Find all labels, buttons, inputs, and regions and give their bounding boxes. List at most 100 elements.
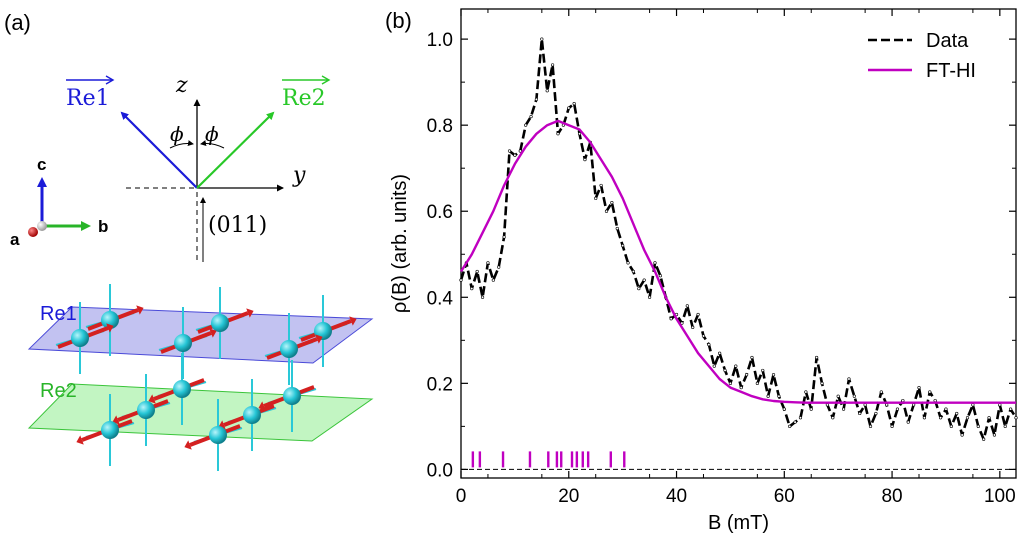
re2-plane — [27, 383, 374, 442]
re2-overarrow-head — [321, 75, 331, 85]
chart: 0 20 40 60 80 100 0.0 0.2 0.4 0.6 0.8 1.0 B (mT) ρ(B)… — [389, 8, 1018, 534]
data-point — [534, 97, 539, 101]
vector-diagram: z y (011) Re1 Re2 ϕ ϕ — [66, 73, 331, 262]
data-point — [992, 433, 997, 437]
data-point — [982, 437, 986, 441]
data-point — [734, 364, 738, 368]
y-tick-label: 0.0 — [427, 460, 453, 481]
atom-sphere — [243, 406, 261, 424]
data-point — [631, 269, 636, 274]
atom-sphere — [280, 340, 298, 358]
data-point — [723, 368, 727, 373]
data-point — [895, 407, 900, 411]
data-point — [782, 407, 786, 411]
atom — [76, 394, 135, 466]
re1-overarrow-head — [105, 75, 115, 85]
spin-arrow-head — [148, 394, 156, 404]
atom-sphere — [71, 329, 89, 347]
b-axis-label: b — [98, 217, 108, 236]
spin-arrow-head — [315, 334, 323, 344]
plot-frame — [460, 8, 1017, 479]
panel-b: (b) 0 20 40 60 80 100 0.0 0.2 0.4 0.6 0.8 1.0 B (mT)… — [385, 8, 1018, 534]
data-point — [841, 407, 846, 411]
atom — [258, 360, 317, 432]
a-axis-dot — [28, 227, 38, 237]
data-point — [626, 261, 630, 265]
data-point — [599, 183, 603, 188]
data-point — [761, 368, 765, 373]
data-point — [750, 355, 754, 360]
phi-arc-left — [169, 140, 194, 149]
data-point — [615, 226, 619, 231]
re2-vector-label: Re2 — [282, 75, 331, 111]
spin-arrow-head — [246, 308, 254, 318]
data-point — [804, 390, 808, 394]
data-point — [944, 407, 948, 411]
re2-vector — [196, 111, 275, 189]
x-tick-label: 20 — [558, 486, 579, 507]
data-point — [491, 278, 495, 282]
data-point — [712, 364, 716, 368]
data-point — [825, 403, 830, 407]
data-point — [470, 287, 474, 291]
data-point — [486, 261, 490, 265]
atom — [55, 302, 114, 374]
spin-arrow-head — [349, 316, 357, 326]
series-line-data — [459, 37, 1018, 441]
direction-011-label: (011) — [208, 213, 267, 238]
re2-atoms — [76, 353, 317, 471]
data-point — [577, 132, 582, 136]
re1-vector — [120, 111, 198, 189]
data-point — [502, 235, 506, 239]
data-point — [524, 123, 528, 127]
data-point — [836, 394, 840, 398]
data-point — [567, 106, 571, 110]
data-point — [938, 416, 943, 420]
data-point — [912, 403, 916, 407]
data-point — [621, 244, 625, 248]
data-point — [879, 390, 883, 394]
x-tick-label: 100 — [984, 486, 1016, 507]
crystal-axes: c b a — [10, 155, 108, 249]
data-point — [707, 343, 711, 347]
data-point — [680, 321, 684, 325]
atom-sphere — [173, 380, 191, 398]
data-point — [766, 394, 770, 398]
panel-b-label: (b) — [385, 8, 412, 33]
layer-label-re2: Re2 — [40, 380, 77, 402]
data-point — [647, 295, 652, 299]
origin-atom — [37, 221, 47, 231]
data-point — [960, 433, 964, 437]
data-point — [922, 416, 926, 420]
data-point — [858, 411, 862, 416]
atom — [218, 379, 277, 451]
spin-arrow-head — [136, 305, 144, 315]
atom — [158, 307, 217, 379]
series-line-ft-hi — [459, 119, 1016, 404]
data-point — [480, 295, 485, 299]
atom-sphere — [211, 314, 229, 332]
data-point — [809, 407, 813, 411]
data-point — [906, 420, 910, 424]
x-tick-label: 40 — [666, 486, 687, 507]
data-point — [847, 377, 851, 381]
a-axis-label: a — [10, 230, 20, 249]
y-tick-label: 0.4 — [427, 288, 454, 309]
data-point — [933, 398, 937, 403]
atom-sphere — [283, 387, 301, 405]
data-point — [885, 403, 889, 407]
x-tick-label: 0 — [456, 486, 467, 507]
data-point — [987, 416, 991, 420]
data-point — [788, 424, 792, 428]
atom-sphere — [137, 401, 155, 419]
phi-right: ϕ — [205, 122, 219, 146]
re2-text: Re2 — [282, 86, 326, 111]
atom-sphere — [209, 426, 227, 444]
spin-arrow-head — [106, 323, 114, 333]
y-tick-label: 0.2 — [427, 374, 453, 395]
atom-sphere — [101, 311, 119, 329]
data-point — [610, 201, 614, 205]
data-point — [928, 390, 932, 394]
x-tick-label: 80 — [881, 486, 902, 507]
